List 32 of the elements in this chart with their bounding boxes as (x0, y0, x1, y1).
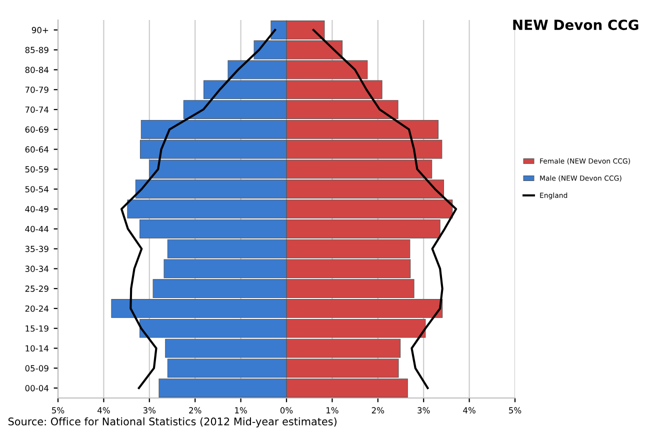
x-tick-label: 3% (418, 407, 430, 414)
x-tick-label: 5% (509, 407, 522, 414)
x-tick-label: 2% (189, 407, 202, 414)
y-tick-label: 20-24 (25, 305, 49, 312)
y-tick-label: 70-79 (25, 86, 48, 93)
y-tick-label: 85-89 (25, 46, 48, 54)
x-tick-label: 3% (143, 407, 156, 414)
x-tick-label: 5% (52, 407, 64, 414)
x-tick-label: 0% (280, 407, 293, 414)
x-tick-label: 1% (326, 407, 338, 414)
y-tick-label: 35-39 (25, 246, 48, 252)
y-tick-label: 15-19 (26, 325, 48, 332)
y-tick-label: 25-29 (25, 286, 48, 292)
y-tick-label: 40-49 (25, 206, 48, 212)
y-tick-label: 60-69 (25, 126, 48, 133)
x-tick-label: 4% (463, 407, 476, 414)
source-note: Source: Office for National Statistics (2012 Mid-year estimates) (8, 417, 336, 428)
y-tick-label: 10-14 (26, 345, 49, 352)
y-tick-label: 90+ (32, 26, 48, 34)
y-tick-label: 80-84 (25, 66, 49, 74)
y-tick-label: 70-74 (25, 106, 49, 113)
y-tick-label: 50-54 (25, 186, 49, 192)
y-tick-label: 00-04 (25, 385, 49, 392)
y-tick-label: 40-44 (25, 226, 49, 232)
y-tick-label: 30-34 (25, 266, 49, 272)
x-tick-label: 1% (235, 407, 247, 414)
x-tick-label: 2% (372, 407, 384, 414)
x-tick-label: 4% (98, 407, 110, 414)
text: NEW Devon CCG (513, 20, 638, 30)
y-tick-label: 05-09 (25, 365, 48, 372)
y-tick-label: 60-64 (25, 146, 49, 153)
y-tick-label: 50-59 (25, 166, 48, 172)
